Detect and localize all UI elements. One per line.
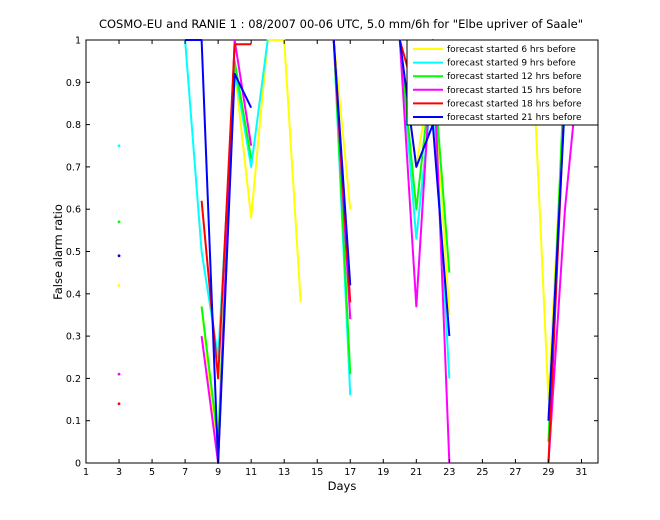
y-tick-label: 0.9 bbox=[66, 78, 81, 89]
x-tick-label: 1 bbox=[83, 467, 89, 478]
y-tick-label: 0.8 bbox=[66, 120, 81, 131]
series-line bbox=[398, 39, 451, 464]
legend-item: forecast started 12 hrs before bbox=[413, 72, 582, 82]
x-tick-label: 23 bbox=[443, 467, 455, 478]
x-tick-label: 11 bbox=[245, 467, 257, 478]
y-tick-label: 0.4 bbox=[66, 289, 81, 300]
data-point bbox=[117, 144, 121, 148]
legend: forecast started 6 hrs before forecast st… bbox=[406, 39, 599, 126]
y-tick-label: 0.7 bbox=[66, 162, 81, 173]
data-point bbox=[117, 372, 121, 376]
x-axis-title: Days bbox=[328, 479, 357, 493]
x-tick-label: 27 bbox=[509, 467, 521, 478]
y-tick-label: 0.2 bbox=[66, 374, 81, 385]
x-tick-label: 29 bbox=[542, 467, 554, 478]
legend-item: forecast started 9 hrs before bbox=[413, 59, 576, 69]
x-axis: 1 3 5 7 9 11 13 15 17 19 21 23 25 27 29 31 bbox=[83, 40, 588, 478]
data-point bbox=[117, 220, 121, 224]
chart-title: COSMO-EU and RANIE 1 : 08/2007 00-06 UTC… bbox=[99, 17, 583, 31]
legend-label: forecast started 15 hrs before bbox=[447, 86, 582, 96]
x-tick-label: 19 bbox=[377, 467, 389, 478]
legend-item: forecast started 6 hrs before bbox=[413, 45, 576, 55]
y-tick-label: 1 bbox=[75, 36, 81, 47]
legend-label: forecast started 6 hrs before bbox=[447, 45, 576, 55]
x-tick-label: 13 bbox=[278, 467, 290, 478]
data-point bbox=[117, 254, 121, 258]
x-tick-label: 17 bbox=[344, 467, 356, 478]
x-tick-label: 9 bbox=[215, 467, 221, 478]
y-tick-label: 0.5 bbox=[66, 247, 81, 258]
legend-label: forecast started 12 hrs before bbox=[447, 72, 582, 82]
x-tick-label: 21 bbox=[410, 467, 422, 478]
legend-item: forecast started 15 hrs before bbox=[413, 86, 582, 96]
legend-label: forecast started 18 hrs before bbox=[447, 99, 582, 109]
y-tick-label: 0.3 bbox=[66, 332, 81, 343]
x-tick-label: 5 bbox=[149, 467, 155, 478]
x-tick-label: 31 bbox=[575, 467, 587, 478]
y-axis-title: False alarm ratio bbox=[51, 204, 65, 300]
legend-item: forecast started 21 hrs before bbox=[413, 113, 582, 123]
x-tick-label: 3 bbox=[116, 467, 122, 478]
x-tick-label: 15 bbox=[311, 467, 323, 478]
y-tick-label: 0.6 bbox=[66, 205, 81, 216]
data-point bbox=[117, 283, 121, 287]
x-tick-label: 25 bbox=[476, 467, 488, 478]
legend-box bbox=[406, 39, 599, 126]
legend-label: forecast started 9 hrs before bbox=[447, 59, 576, 69]
x-tick-label: 7 bbox=[182, 467, 188, 478]
series-line bbox=[332, 39, 352, 286]
y-tick-label: 0.1 bbox=[66, 416, 81, 427]
legend-label: forecast started 21 hrs before bbox=[447, 113, 582, 123]
legend-item: forecast started 18 hrs before bbox=[413, 99, 582, 109]
data-point bbox=[117, 402, 121, 406]
y-tick-label: 0 bbox=[75, 459, 81, 470]
series-line bbox=[200, 43, 252, 380]
